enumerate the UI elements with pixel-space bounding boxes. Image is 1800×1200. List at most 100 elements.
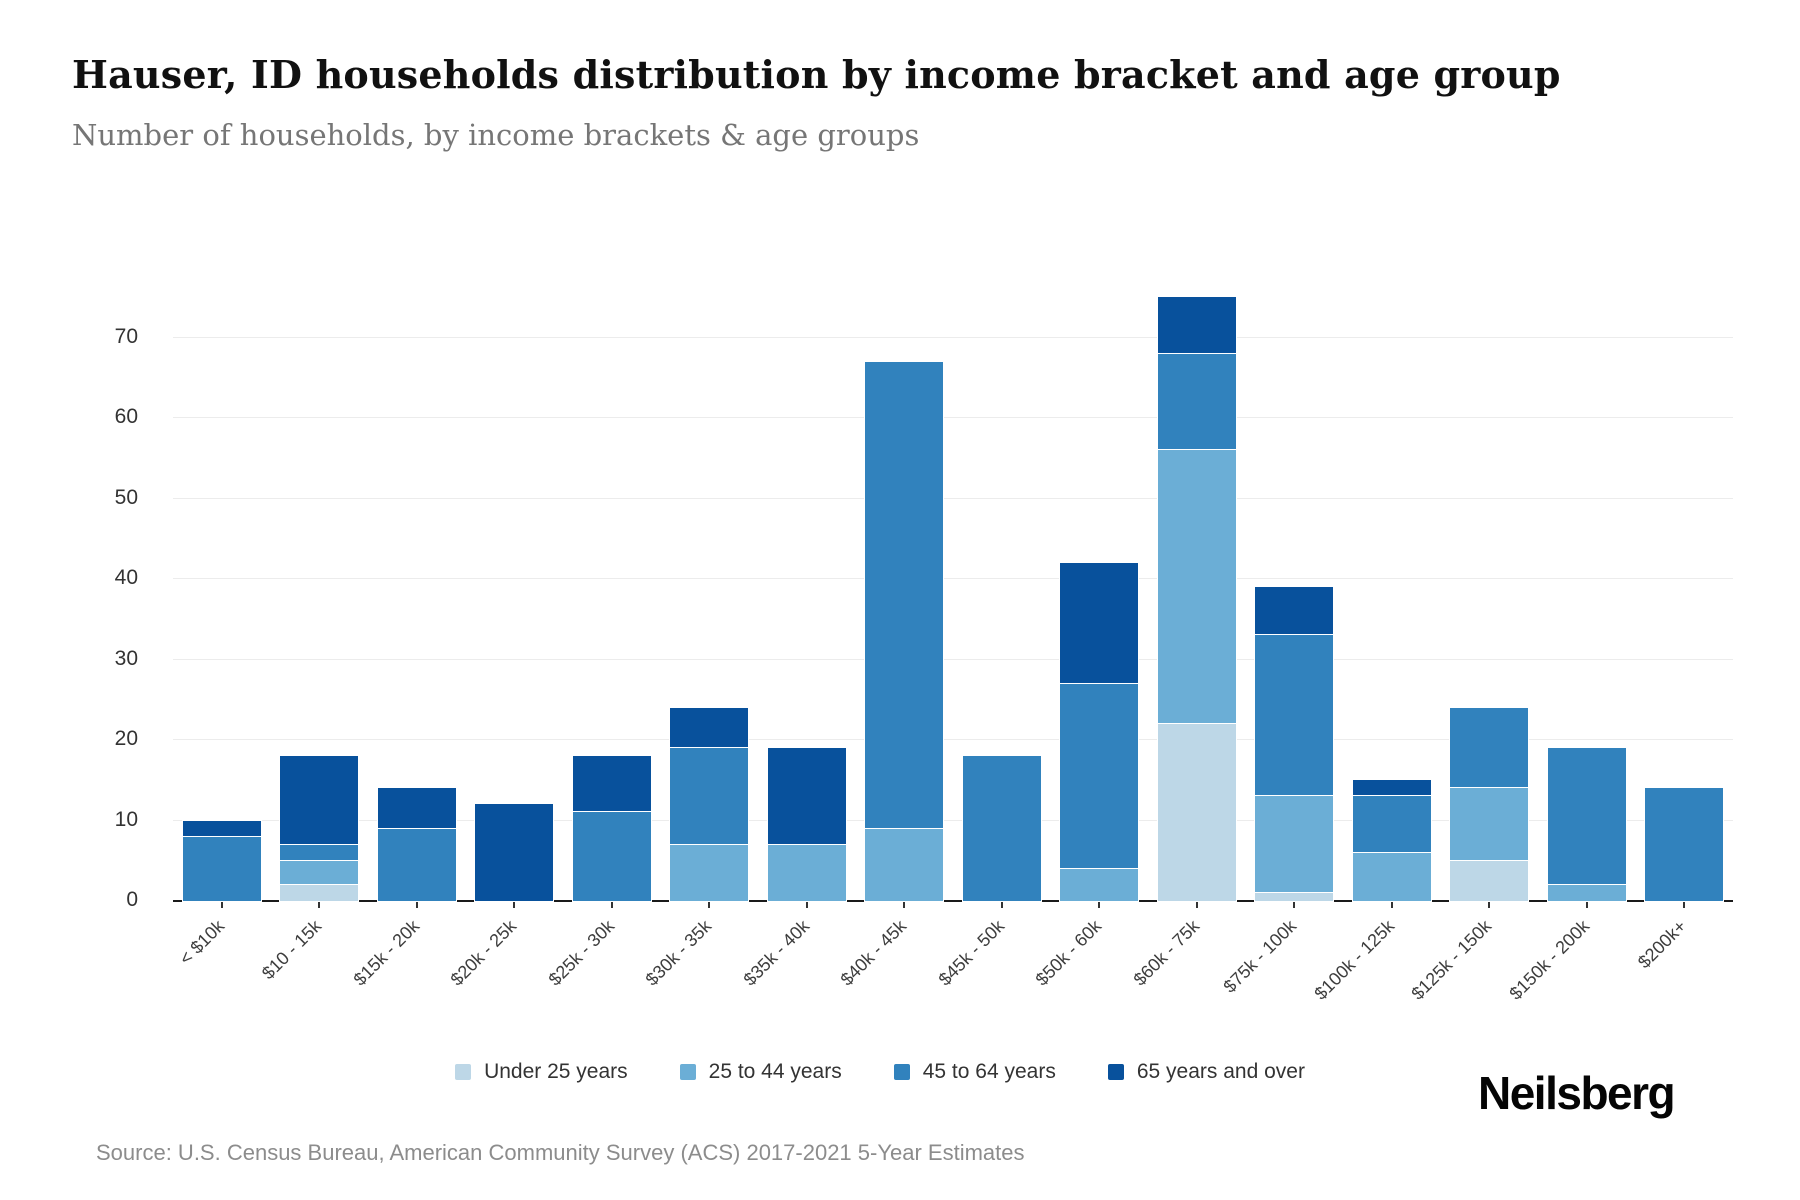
legend-item[interactable]: 45 to 64 years <box>893 1060 1056 1084</box>
bar-segment[interactable] <box>280 756 359 845</box>
legend-item[interactable]: Under 25 years <box>455 1060 628 1084</box>
y-tick-label: 30 <box>114 646 138 670</box>
bar-segment[interactable] <box>280 860 359 885</box>
bar-stack <box>1352 780 1431 901</box>
bar-segment[interactable] <box>865 361 944 829</box>
x-tick-mark <box>513 902 516 908</box>
bar-stack <box>377 788 456 901</box>
bar-stack <box>182 820 261 901</box>
bar-stack <box>962 756 1041 901</box>
bar-stack <box>767 748 846 901</box>
bar-stack <box>1060 562 1139 901</box>
bar-stack <box>1645 788 1724 901</box>
bar-stack <box>865 361 944 901</box>
y-tick-label: 20 <box>114 727 138 750</box>
bar-segment[interactable] <box>865 828 944 901</box>
brand-logo: Neilsberg <box>1478 1067 1676 1119</box>
y-tick-label: 60 <box>114 405 138 428</box>
bar-segment[interactable] <box>1060 868 1139 901</box>
y-tick-label: 10 <box>114 807 138 831</box>
bar-segment[interactable] <box>670 748 749 845</box>
x-tick-mark <box>318 902 321 908</box>
bar-segment[interactable] <box>1255 587 1334 636</box>
bar-segment[interactable] <box>1157 297 1236 354</box>
bar-segment[interactable] <box>1255 892 1334 901</box>
bar-segment[interactable] <box>1450 860 1529 901</box>
x-tick-mark <box>1585 902 1588 908</box>
legend-label: 65 years and over <box>1136 1060 1305 1083</box>
legend-label: Under 25 years <box>484 1060 628 1083</box>
gridline <box>173 819 1733 821</box>
bar-segment[interactable] <box>962 756 1041 901</box>
bar-segment[interactable] <box>1157 450 1236 724</box>
legend-swatch <box>893 1064 910 1080</box>
bar-stack <box>475 804 554 901</box>
bar-segment[interactable] <box>670 844 749 901</box>
bar-segment[interactable] <box>670 707 749 749</box>
x-tick-mark <box>1000 902 1003 908</box>
bar-segment[interactable] <box>1060 562 1139 684</box>
bar-segment[interactable] <box>1255 635 1334 797</box>
x-tick-mark <box>708 902 711 908</box>
x-tick-mark <box>415 902 418 908</box>
bar-segment[interactable] <box>767 844 846 901</box>
gridline <box>173 417 1733 418</box>
gridline <box>173 497 1733 499</box>
y-tick-label: 0 <box>126 888 138 911</box>
bar-segment[interactable] <box>1547 884 1626 901</box>
bar-segment[interactable] <box>767 748 846 845</box>
y-tick-label: 40 <box>114 566 138 589</box>
gridline <box>173 336 1733 338</box>
bar-segment[interactable] <box>377 828 456 901</box>
bar-segment[interactable] <box>1157 723 1236 901</box>
bar-stack <box>280 756 359 901</box>
bar-segment[interactable] <box>572 812 651 901</box>
bar-stack <box>1255 587 1334 901</box>
bar-segment[interactable] <box>1352 796 1431 853</box>
bar-segment[interactable] <box>280 884 359 901</box>
gridline <box>173 739 1733 740</box>
bar-segment[interactable] <box>1352 780 1431 797</box>
bar-stack <box>1450 707 1529 901</box>
x-tick-mark <box>1488 902 1491 908</box>
bar-segment[interactable] <box>1352 852 1431 901</box>
bar-segment[interactable] <box>1450 788 1529 861</box>
bar-segment[interactable] <box>1255 796 1334 893</box>
x-tick-mark <box>1293 902 1296 908</box>
bar-segment[interactable] <box>182 820 261 837</box>
bar-segment[interactable] <box>1060 683 1139 869</box>
legend-swatch <box>455 1064 472 1080</box>
bar-segment[interactable] <box>1645 788 1724 901</box>
legend-label: 25 to 44 years <box>708 1060 842 1083</box>
x-tick-mark <box>1683 902 1686 908</box>
legend-item[interactable]: 65 years and over <box>1107 1060 1305 1084</box>
bar-segment[interactable] <box>280 844 359 861</box>
bar-segment[interactable] <box>1450 707 1529 789</box>
source-text: Source: U.S. Census Bureau, American Com… <box>96 1140 1025 1165</box>
x-tick-mark <box>903 902 906 908</box>
x-tick-mark <box>1195 902 1198 908</box>
legend-label: 45 to 64 years <box>922 1060 1056 1083</box>
legend: Under 25 years 25 to 44 years 45 to 64 yea… <box>0 1060 1760 1084</box>
bar-stack <box>1547 748 1626 901</box>
legend-item[interactable]: 25 to 44 years <box>679 1060 842 1084</box>
bar-stack <box>1157 297 1236 901</box>
gridline <box>173 658 1733 660</box>
x-tick-mark <box>1390 902 1393 908</box>
bar-stack <box>670 707 749 901</box>
legend-swatch <box>679 1064 696 1080</box>
plot-area <box>173 250 1733 902</box>
chart-subtitle: Number of households, by income brackets… <box>72 118 920 152</box>
bar-segment[interactable] <box>572 756 651 813</box>
x-axis-line <box>173 900 1733 902</box>
chart-title: Hauser, ID households distribution by in… <box>72 52 1561 97</box>
gridline <box>173 578 1733 579</box>
bar-segment[interactable] <box>182 836 261 901</box>
bar-segment[interactable] <box>475 804 554 901</box>
x-tick-mark <box>220 902 223 908</box>
bar-segment[interactable] <box>1157 353 1236 451</box>
bar-segment[interactable] <box>1547 748 1626 885</box>
bar-segment[interactable] <box>377 788 456 829</box>
legend-swatch <box>1107 1064 1124 1080</box>
